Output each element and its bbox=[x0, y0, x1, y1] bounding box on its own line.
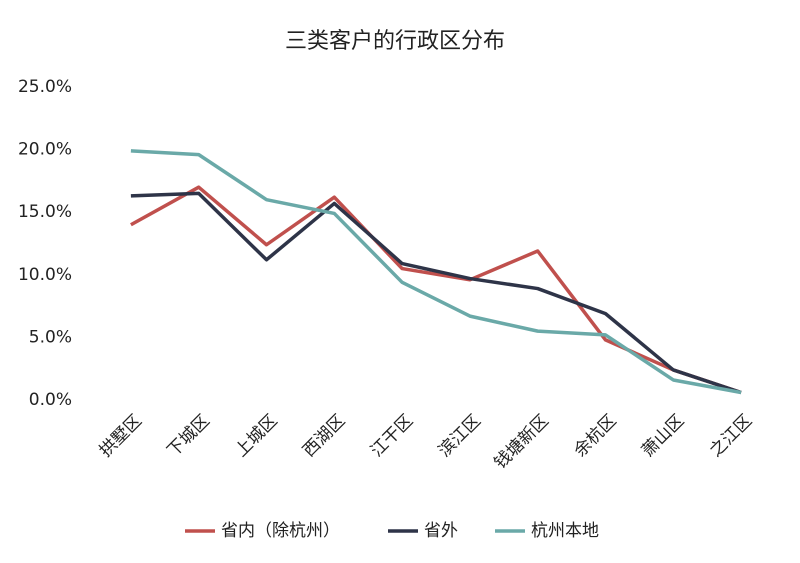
x-tick-label: 西湖区 bbox=[299, 411, 349, 461]
x-tick-label: 萧山区 bbox=[638, 411, 688, 461]
x-tick-label: 上城区 bbox=[231, 411, 281, 461]
chart-title: 三类客户的行政区分布 bbox=[285, 29, 505, 54]
x-tick-label: 钱塘新区 bbox=[491, 411, 553, 473]
y-tick-label: 10.0% bbox=[18, 265, 72, 285]
x-tick-label: 滨江区 bbox=[435, 411, 485, 461]
y-tick-label: 0.0% bbox=[29, 390, 72, 410]
legend-label: 省内（除杭州） bbox=[221, 521, 340, 541]
y-tick-label: 25.0% bbox=[18, 77, 72, 97]
x-tick-label: 拱墅区 bbox=[96, 411, 146, 461]
series-line bbox=[130, 149, 742, 395]
legend-label: 省外 bbox=[424, 521, 458, 541]
x-tick-label: 之江区 bbox=[706, 411, 756, 461]
legend-label: 杭州本地 bbox=[531, 521, 599, 541]
x-tick-label: 下城区 bbox=[164, 411, 214, 461]
y-tick-label: 15.0% bbox=[18, 202, 72, 222]
series-line bbox=[130, 185, 742, 395]
x-tick-label: 余杭区 bbox=[570, 411, 620, 461]
series-line bbox=[130, 191, 742, 395]
y-tick-label: 20.0% bbox=[18, 140, 72, 160]
y-tick-label: 5.0% bbox=[29, 327, 72, 347]
x-tick-label: 江干区 bbox=[367, 411, 417, 461]
